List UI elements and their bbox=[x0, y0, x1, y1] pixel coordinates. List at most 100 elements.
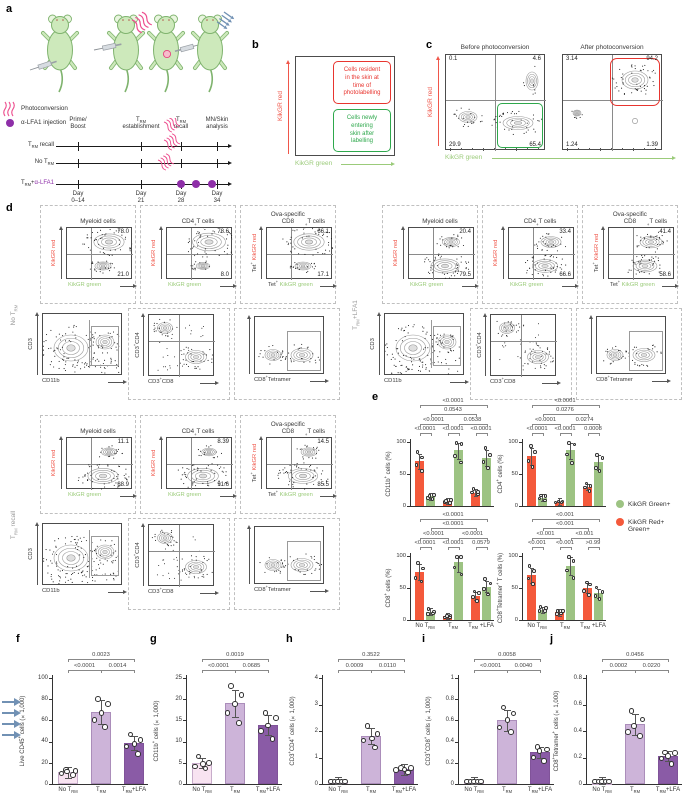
pvalue-bracket bbox=[430, 528, 476, 529]
gating-plot-frame bbox=[148, 524, 215, 587]
y-axis-label: KikGR red bbox=[51, 449, 57, 477]
data-point bbox=[530, 582, 535, 586]
error-bar bbox=[598, 455, 599, 470]
chart-baseline bbox=[522, 620, 606, 621]
error-cap bbox=[445, 612, 450, 614]
data-point bbox=[459, 442, 464, 446]
pvalue-bracket-end bbox=[570, 423, 572, 427]
error-cap bbox=[557, 504, 562, 506]
data-point bbox=[414, 463, 419, 467]
contour-graphic bbox=[496, 320, 554, 371]
mn-arrow-head bbox=[14, 731, 21, 739]
data-point bbox=[624, 729, 631, 736]
flow-plot-frame: 78.0 21.0 bbox=[66, 227, 133, 280]
y-axis-label: CD3+CD4 bbox=[132, 332, 141, 358]
pvalue-bracket bbox=[531, 518, 599, 520]
bar bbox=[482, 586, 491, 620]
gate-line bbox=[431, 320, 432, 368]
timeline-tick bbox=[181, 159, 183, 168]
pvalue-label: <0.001 bbox=[536, 530, 555, 537]
error-cap bbox=[473, 489, 478, 491]
pvalue-bracket-end bbox=[559, 537, 561, 541]
gate-value-top: 11.1 bbox=[117, 438, 129, 445]
bar bbox=[583, 588, 592, 620]
timeline-tick bbox=[141, 142, 143, 151]
data-point bbox=[426, 606, 431, 611]
pvalue-label: 0.3522 bbox=[362, 652, 380, 658]
pvalue-label: 0.0543 bbox=[444, 407, 462, 413]
chart-baseline bbox=[586, 784, 682, 785]
data-point bbox=[70, 772, 76, 778]
y-tick bbox=[455, 741, 458, 743]
axis-tick bbox=[589, 148, 590, 150]
x-axis-arrow-head bbox=[233, 493, 237, 498]
pvalue-bracket bbox=[419, 404, 487, 406]
error-cap bbox=[97, 699, 105, 701]
flow-plot-title: Ova-specific CD8 + T cells bbox=[270, 420, 326, 437]
y-tick bbox=[49, 678, 52, 679]
bar bbox=[415, 461, 424, 506]
y-tick bbox=[49, 762, 52, 764]
mn-arrow-head bbox=[14, 720, 21, 728]
chart-baseline bbox=[458, 784, 554, 785]
x-axis-label: CD11b bbox=[384, 378, 402, 384]
pvalue-bracket bbox=[559, 433, 571, 434]
timeline-tick bbox=[141, 159, 143, 168]
timeline-phase-label: TRM establishment bbox=[122, 117, 160, 130]
data-point bbox=[600, 589, 605, 594]
x-axis-arrow bbox=[220, 285, 233, 287]
pvalue-bracket-end bbox=[430, 547, 432, 550]
data-point bbox=[570, 461, 574, 465]
y-tick bbox=[319, 784, 322, 785]
y-axis-arrow-head bbox=[247, 315, 251, 319]
error-cap bbox=[598, 784, 606, 785]
flow-plot-title: After photoconversion bbox=[580, 44, 644, 51]
pvalue-label: <0.0001 bbox=[470, 426, 492, 432]
photoconversion-beams-graphic bbox=[157, 118, 180, 171]
y-tick bbox=[455, 784, 458, 785]
y-axis-arrow-head bbox=[141, 523, 145, 527]
pvalue-label: <0.0001 bbox=[442, 397, 464, 404]
axis-tick bbox=[472, 148, 473, 150]
timeline-row-label: No TRM bbox=[34, 159, 54, 167]
x-axis-label: KikGR green bbox=[168, 492, 202, 498]
y-tick-label: 60 bbox=[41, 717, 48, 724]
y-tick bbox=[455, 678, 458, 679]
error-bar bbox=[430, 608, 431, 615]
data-point bbox=[531, 569, 536, 573]
data-point bbox=[419, 579, 424, 584]
quadrant-line-h bbox=[67, 254, 133, 255]
axis-tick bbox=[633, 148, 634, 151]
y-tick-label: 1 bbox=[314, 754, 318, 761]
x-axis-arrow-head bbox=[215, 380, 219, 385]
gate-value-top: 14.5 bbox=[317, 438, 329, 445]
pvalue-label: 0.0274 bbox=[575, 416, 594, 423]
pvalue-bracket bbox=[531, 423, 560, 425]
pvalue-bracket bbox=[371, 670, 404, 671]
data-point bbox=[662, 749, 668, 756]
chart-y-axis bbox=[410, 553, 411, 620]
flow-plot-title: Ova-specific CD8 + T cells bbox=[612, 210, 668, 227]
pvalue-bracket bbox=[587, 433, 599, 434]
pvalue-bracket-end bbox=[587, 547, 589, 550]
alfa1-injection-icon bbox=[6, 119, 14, 127]
pvalue-bracket-end bbox=[587, 528, 589, 531]
error-cap bbox=[130, 735, 138, 737]
data-point bbox=[137, 737, 144, 743]
pvalue-label: 0.0058 bbox=[498, 652, 516, 658]
pvalue-bracket-end bbox=[134, 659, 135, 662]
y-tick bbox=[519, 442, 522, 443]
y-tick-label: 0.2 bbox=[573, 754, 582, 761]
pvalue-label: 0.0685 bbox=[242, 663, 261, 669]
data-point bbox=[482, 587, 486, 591]
pvalue-bracket-end bbox=[447, 433, 449, 436]
x-axis-label: KikGR green bbox=[168, 282, 202, 288]
x-axis-label: CD11b bbox=[42, 378, 60, 384]
quadrant-line-h bbox=[409, 254, 475, 255]
pvalue-bracket-end bbox=[531, 547, 533, 550]
data-point bbox=[360, 737, 367, 744]
pvalue-bracket-end bbox=[587, 414, 589, 417]
flow-plot-title: Myeloid cells bbox=[80, 427, 116, 435]
y-axis-arrow bbox=[603, 230, 604, 279]
new-cells-box: Cells newly entering skin after labelling bbox=[333, 109, 391, 152]
